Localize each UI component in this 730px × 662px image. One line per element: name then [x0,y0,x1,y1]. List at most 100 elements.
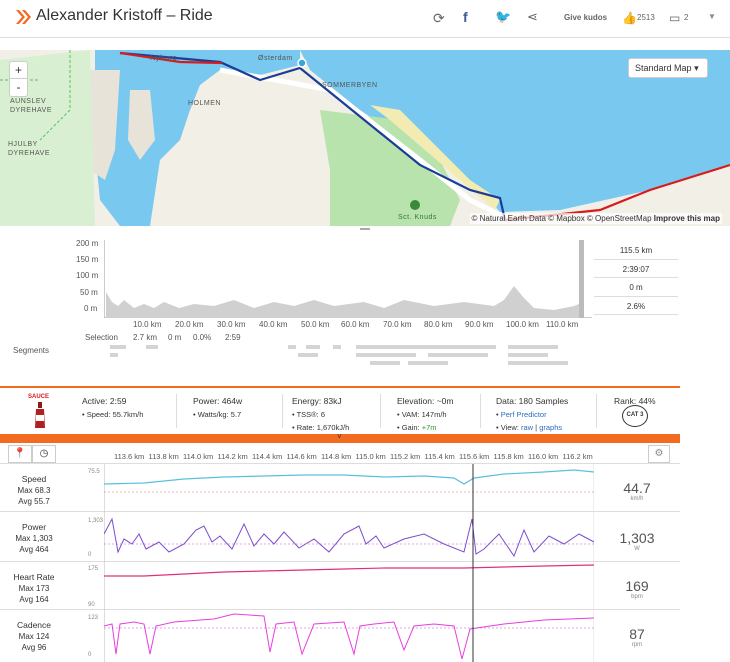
row-avg: Avg 96 [21,643,47,652]
map-pin-icon[interactable]: 📍 [8,445,32,463]
map-style-dropdown[interactable]: Standard Map ▾ [628,58,708,78]
row-avg: Avg 164 [19,595,49,604]
divider [480,394,481,428]
energy-cell: Energy: 83kJ • TSS®: 6 • Rate: 1,670kJ/h [292,396,349,432]
perf-predictor-link[interactable]: Perf Predictor [500,410,547,419]
segments-label: Segments [13,346,50,355]
row-max: Max 173 [18,584,50,593]
selection-time: 2:59 [225,333,241,342]
resize-handle[interactable] [360,228,370,230]
stream-x-tick: 114.8 km [321,452,352,461]
thumbs-up-icon[interactable]: 👍 [622,11,637,25]
stream-charts[interactable] [104,464,594,662]
cadence-line [104,613,594,660]
map-zoom-control: + - [9,61,28,97]
raw-link[interactable]: raw [521,423,534,432]
elev-x-tick: 50.0 km [301,320,330,329]
stream-row-cadence: Cadence Max 124 Avg 96 123 0 87 rpm [0,610,680,662]
map-label-hjulby: HJULBY DYREHAVE [8,141,50,157]
elevation-cell: Elevation: ~0m • VAM: 147m/h • Gain: +7m [397,396,453,432]
active-value: Active: 2:59 [82,396,127,406]
elev-y-tick: 150 m [76,255,99,264]
stat-elevation: 0 m [594,278,678,297]
refresh-icon[interactable]: ⟳ [433,10,445,26]
row-avg: Avg 55.7 [18,497,50,506]
chevron-down-icon: ▾ [694,63,699,73]
stream-x-tick: 115.8 km [493,452,524,461]
elevation-profile-chart[interactable] [104,240,592,318]
rank-value: Rank: 44% [614,396,656,406]
stream-x-tick: 114.0 km [183,452,214,461]
row-max: Max 124 [18,632,50,641]
row-value: 169 [625,578,649,594]
active-cell: Active: 2:59 • Speed: 55.7km/h [82,396,143,419]
clock-icon[interactable]: ◷ [32,445,56,463]
rank-cell: Rank: 44% [614,396,656,406]
route-map[interactable]: Nyborg Østerdam SOMMERBYEN HOLMEN AUNSLE… [0,50,730,226]
divider [176,394,177,428]
speed-value: • Speed: 55.7km/h [82,410,144,419]
elev-x-tick: 10.0 km [133,320,162,329]
facebook-icon[interactable]: f [463,9,468,25]
row-value: 1,303 [619,530,655,546]
attribution-text: © Natural Earth Data © Mapbox © OpenStre… [471,214,654,223]
improve-map-link[interactable]: Improve this map [653,214,720,223]
expand-chevron-icon[interactable]: ˅ [337,432,342,441]
elev-y-tick: 0 m [84,304,98,313]
sauce-bottle-icon[interactable] [34,402,46,428]
y-top: 75.5 [88,469,100,475]
stream-x-tick: 115.2 km [390,452,421,461]
row-value: 87 [629,626,645,642]
elev-x-tick: 70.0 km [383,320,412,329]
segments-bars[interactable] [108,345,588,365]
y-top: 1,303 [88,518,104,524]
gear-icon[interactable]: ⚙ [648,445,670,463]
streams-header [0,444,680,464]
stream-x-tick: 113.6 km [114,452,145,461]
elev-y-tick: 100 m [76,271,99,280]
stream-row-power: Power Max 1,303 Avg 464 1,303 0 1,303 W [0,512,680,562]
elev-x-tick: 100.0 km [506,320,539,329]
divider [596,394,597,428]
twitter-icon[interactable]: 🐦 [495,9,512,24]
gain-label: • Gain: [397,423,422,432]
stream-row-heartrate: Heart Rate Max 173 Avg 164 175 90 169 bpm [0,562,680,610]
comment-icon[interactable]: ▭ [669,11,681,25]
stream-x-tick: 116.0 km [528,452,559,461]
zoom-in-button[interactable]: + [10,62,27,79]
comment-count[interactable]: 2 [684,13,689,22]
selection-label: Selection [85,333,118,342]
row-name: Heart Rate [13,572,55,582]
selection-distance: 2.7 km [133,333,158,342]
give-kudos-button[interactable]: Give kudos [564,13,608,22]
kudos-count[interactable]: 2513 [637,13,655,22]
more-menu-icon[interactable]: ▼ [708,12,716,21]
elev-y-tick: 200 m [76,239,99,248]
cat-badge[interactable]: CAT 3 [622,405,648,427]
divider [282,394,283,428]
stream-x-tick: 116.2 km [562,452,593,461]
energy-value: Energy: 83kJ [292,396,342,406]
page-header: Alexander Kristoff – Ride ⟳ f 🐦 ⋖ Give k… [0,0,730,38]
row-max: Max 68.3 [17,486,51,495]
elev-x-tick: 110.0 km [546,320,579,329]
stat-distance: 115.5 km [594,241,678,260]
row-name: Cadence [16,620,52,630]
elevation-value: Elevation: ~0m [397,396,454,406]
stat-grade: 2.6% [594,297,678,315]
share-icon[interactable]: ⋖ [527,9,538,24]
stream-x-tick: 113.8 km [148,452,179,461]
y-top: 123 [88,615,99,621]
stream-x-tick: 115.6 km [459,452,490,461]
power-cell: Power: 464w • Watts/kg: 5.7 [193,396,242,419]
expand-bar[interactable] [0,434,680,443]
graphs-link[interactable]: graphs [539,423,563,432]
map-label-sommerbyen: SOMMERBYEN [322,82,378,89]
row-unit: W [634,546,640,552]
map-label-sct-knuds: Sct. Knuds [398,214,437,221]
zoom-out-button[interactable]: - [16,80,21,94]
row-unit: rpm [631,642,643,648]
elevation-stats: 115.5 km 2:39:07 0 m 2.6% [594,241,678,315]
elev-x-tick: 90.0 km [465,320,494,329]
elev-x-tick: 30.0 km [217,320,246,329]
